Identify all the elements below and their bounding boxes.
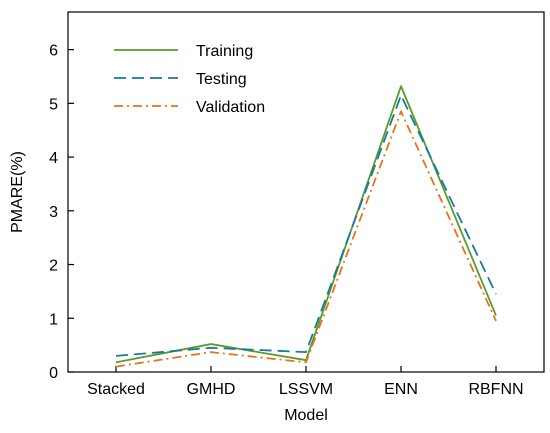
x-axis-title: Model [284, 407, 328, 424]
series-line-testing [115, 94, 497, 357]
y-tick-label: 2 [49, 258, 58, 275]
legend-label-testing: Testing [196, 71, 247, 88]
y-axis: 0 1 2 3 4 5 6 [49, 43, 74, 382]
y-tick-label: 1 [49, 311, 58, 328]
series-group [115, 85, 497, 368]
legend-label-validation: Validation [196, 99, 265, 116]
legend-label-training: Training [196, 43, 253, 60]
y-tick-label: 4 [49, 150, 58, 167]
plot-frame [67, 11, 545, 373]
y-tick-label: 3 [49, 204, 58, 221]
legend: Training Testing Validation [114, 43, 265, 116]
x-tick-label: LSSVM [279, 381, 333, 398]
x-tick-label: RBFNN [468, 381, 523, 398]
y-tick-label: 6 [49, 43, 58, 60]
series-line-validation [115, 110, 497, 368]
x-axis: Stacked GMHD LSSVM ENN RBFNN [87, 366, 524, 398]
x-tick-label: ENN [384, 381, 418, 398]
x-tick-label: Stacked [87, 381, 145, 398]
y-tick-label: 5 [49, 96, 58, 113]
y-tick-label: 0 [49, 365, 58, 382]
y-axis-title: PMARE(%) [9, 151, 26, 233]
series-line-training [115, 85, 497, 364]
x-tick-label: GMHD [187, 381, 236, 398]
